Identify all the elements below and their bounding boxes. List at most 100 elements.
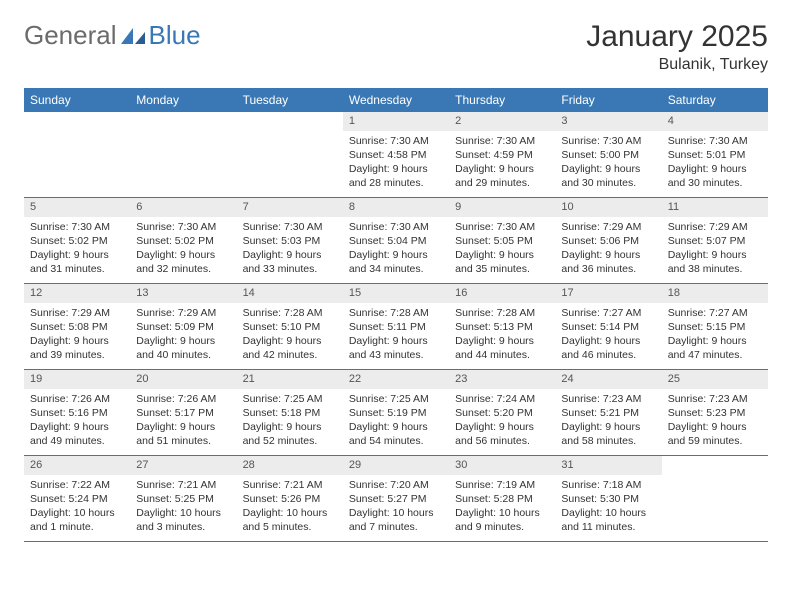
day-line: Sunset: 5:19 PM [349,406,443,420]
day-line: Sunrise: 7:28 AM [349,306,443,320]
day-cell: 8 Sunrise: 7:30 AMSunset: 5:04 PMDaylight… [343,198,449,283]
day-line: and 30 minutes. [668,176,762,190]
day-line: and 42 minutes. [243,348,337,362]
day-cell: 4Sunrise: 7:30 AMSunset: 5:01 PMDaylight… [662,112,768,197]
calendar-page: General Blue January 2025 Bulanik, Turke… [0,0,792,562]
day-line: Sunset: 5:25 PM [136,492,230,506]
day-line: Sunset: 5:13 PM [455,320,549,334]
day-cell: 24Sunrise: 7:23 AMSunset: 5:21 PMDayligh… [555,370,661,455]
day-body: Sunrise: 7:27 AMSunset: 5:14 PMDaylight:… [555,303,661,369]
day-cell: 22Sunrise: 7:25 AMSunset: 5:19 PMDayligh… [343,370,449,455]
day-line: Daylight: 9 hours [455,420,549,434]
day-number: 7 [237,198,343,217]
dow-cell: Wednesday [343,88,449,112]
day-line: Daylight: 9 hours [561,248,655,262]
day-line: Sunrise: 7:26 AM [136,392,230,406]
day-line: and 54 minutes. [349,434,443,448]
day-cell: 10Sunrise: 7:29 AMSunset: 5:06 PMDayligh… [555,198,661,283]
day-line: and 49 minutes. [30,434,124,448]
day-body: Sunrise: 7:25 AMSunset: 5:19 PMDaylight:… [343,389,449,455]
day-cell: 23Sunrise: 7:24 AMSunset: 5:20 PMDayligh… [449,370,555,455]
day-line: Daylight: 9 hours [349,248,443,262]
week-row: 26Sunrise: 7:22 AMSunset: 5:24 PMDayligh… [24,456,768,542]
day-line: Sunrise: 7:28 AM [455,306,549,320]
day-line: Sunset: 5:01 PM [668,148,762,162]
day-number: 30 [449,456,555,475]
day-number: 29 [343,456,449,475]
day-line: Sunrise: 7:30 AM [455,220,549,234]
day-line: and 32 minutes. [136,262,230,276]
day-body: Sunrise: 7:30 AMSunset: 5:00 PMDaylight:… [555,131,661,197]
day-number: 8 [343,198,449,217]
day-line: Sunrise: 7:30 AM [349,220,443,234]
dow-cell: Saturday [662,88,768,112]
day-number: 31 [555,456,661,475]
day-body: Sunrise: 7:30 AMSunset: 5:01 PMDaylight:… [662,131,768,197]
day-cell: 12Sunrise: 7:29 AMSunset: 5:08 PMDayligh… [24,284,130,369]
day-line: and 44 minutes. [455,348,549,362]
brand-part1: General [24,20,117,51]
day-line: and 43 minutes. [349,348,443,362]
day-cell [662,456,768,541]
day-line: Sunset: 5:09 PM [136,320,230,334]
day-cell: 30Sunrise: 7:19 AMSunset: 5:28 PMDayligh… [449,456,555,541]
day-line: Sunset: 5:02 PM [30,234,124,248]
day-body: Sunrise: 7:21 AMSunset: 5:26 PMDaylight:… [237,475,343,541]
day-line: Daylight: 9 hours [136,248,230,262]
day-line: and 39 minutes. [30,348,124,362]
day-line: Daylight: 9 hours [243,420,337,434]
day-body [130,116,236,125]
day-line: and 52 minutes. [243,434,337,448]
day-number: 22 [343,370,449,389]
day-line: Sunrise: 7:25 AM [349,392,443,406]
day-cell: 2Sunrise: 7:30 AMSunset: 4:59 PMDaylight… [449,112,555,197]
dow-cell: Friday [555,88,661,112]
day-cell [237,112,343,197]
day-line: Sunset: 5:05 PM [455,234,549,248]
day-line: Sunrise: 7:30 AM [136,220,230,234]
day-line: Daylight: 9 hours [668,248,762,262]
day-cell: 15Sunrise: 7:28 AMSunset: 5:11 PMDayligh… [343,284,449,369]
day-line: Sunset: 5:04 PM [349,234,443,248]
day-number: 23 [449,370,555,389]
day-cell: 29Sunrise: 7:20 AMSunset: 5:27 PMDayligh… [343,456,449,541]
day-cell: 3Sunrise: 7:30 AMSunset: 5:00 PMDaylight… [555,112,661,197]
day-line: Sunrise: 7:24 AM [455,392,549,406]
day-body: Sunrise: 7:21 AMSunset: 5:25 PMDaylight:… [130,475,236,541]
day-number: 14 [237,284,343,303]
day-line: Sunrise: 7:19 AM [455,478,549,492]
day-cell: 1Sunrise: 7:30 AMSunset: 4:58 PMDaylight… [343,112,449,197]
day-line: and 58 minutes. [561,434,655,448]
day-body: Sunrise: 7:29 AMSunset: 5:06 PMDaylight:… [555,217,661,283]
day-of-week-header: SundayMondayTuesdayWednesdayThursdayFrid… [24,88,768,112]
day-line: Daylight: 9 hours [30,420,124,434]
day-cell: 21Sunrise: 7:25 AMSunset: 5:18 PMDayligh… [237,370,343,455]
day-line: Sunrise: 7:30 AM [561,134,655,148]
day-line: Sunset: 5:18 PM [243,406,337,420]
day-line: Sunrise: 7:30 AM [30,220,124,234]
title-block: January 2025 Bulanik, Turkey [586,20,768,74]
day-number: 12 [24,284,130,303]
day-number: 10 [555,198,661,217]
day-line: Daylight: 9 hours [136,334,230,348]
day-line: Sunset: 5:15 PM [668,320,762,334]
day-body: Sunrise: 7:22 AMSunset: 5:24 PMDaylight:… [24,475,130,541]
day-line: Daylight: 10 hours [561,506,655,520]
day-line: Sunrise: 7:30 AM [243,220,337,234]
day-number: 13 [130,284,236,303]
day-cell: 9Sunrise: 7:30 AMSunset: 5:05 PMDaylight… [449,198,555,283]
day-line: Daylight: 9 hours [455,248,549,262]
day-line: Sunset: 5:21 PM [561,406,655,420]
day-line: and 46 minutes. [561,348,655,362]
week-row: 19Sunrise: 7:26 AMSunset: 5:16 PMDayligh… [24,370,768,456]
day-body: Sunrise: 7:30 AMSunset: 5:05 PMDaylight:… [449,217,555,283]
day-line: Sunrise: 7:29 AM [561,220,655,234]
day-line: and 34 minutes. [349,262,443,276]
day-line: Sunset: 5:24 PM [30,492,124,506]
day-body: Sunrise: 7:24 AMSunset: 5:20 PMDaylight:… [449,389,555,455]
day-body [662,460,768,469]
day-line: Sunrise: 7:23 AM [668,392,762,406]
day-line: and 7 minutes. [349,520,443,534]
day-cell: 19Sunrise: 7:26 AMSunset: 5:16 PMDayligh… [24,370,130,455]
day-body: Sunrise: 7:29 AMSunset: 5:07 PMDaylight:… [662,217,768,283]
